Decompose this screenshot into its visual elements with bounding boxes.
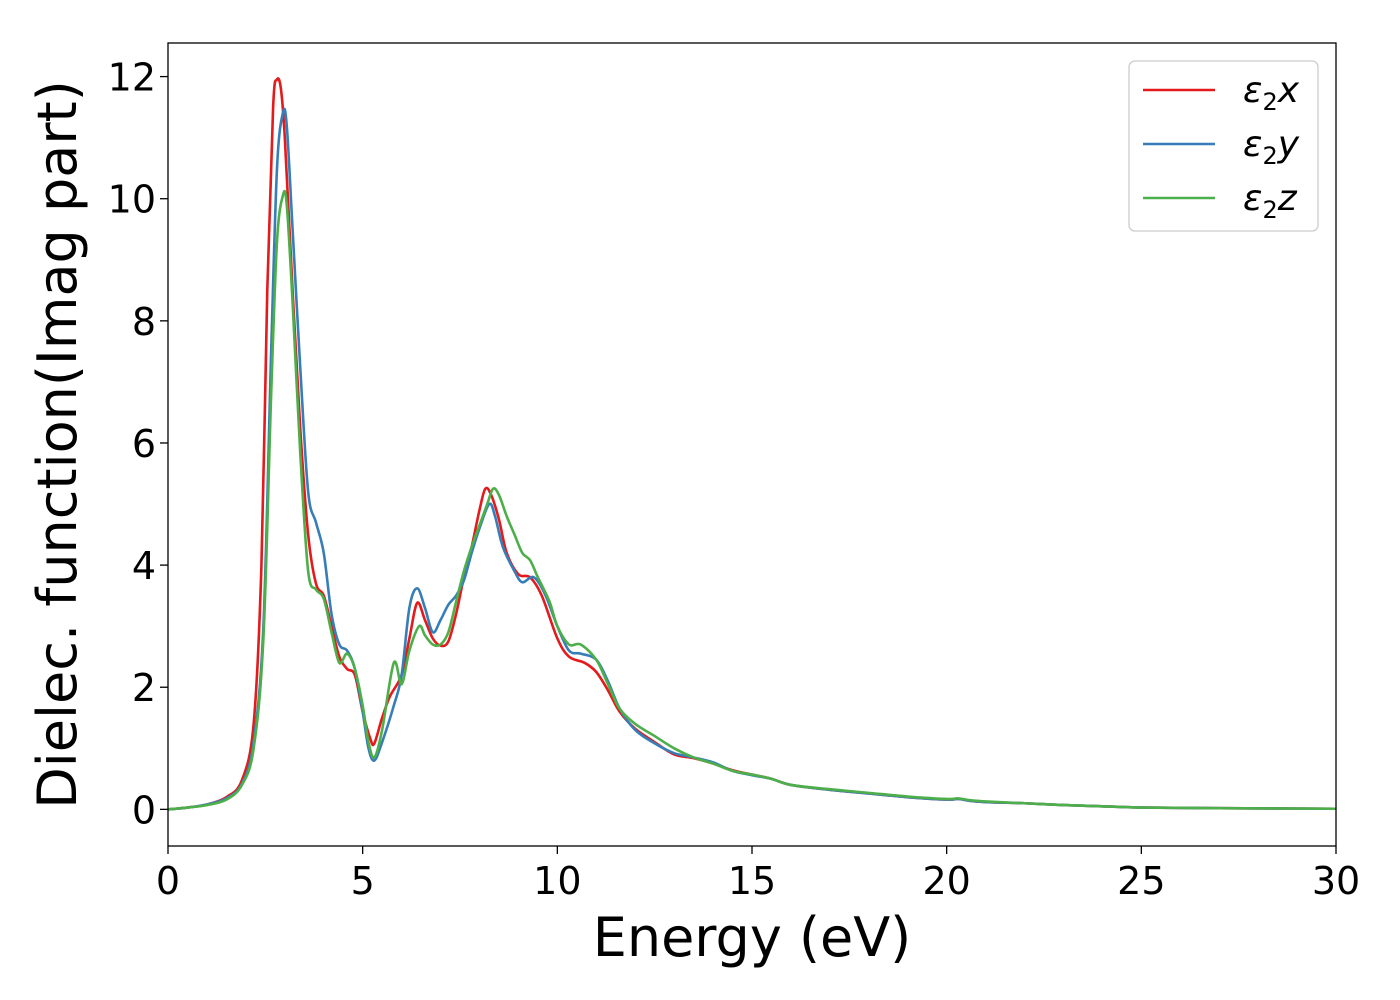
legend-label-x: ε2x bbox=[1243, 70, 1300, 116]
x-axis-ticks: 0 5 10 15 20 25 30 bbox=[156, 846, 1360, 903]
x-tick-label: 20 bbox=[922, 859, 970, 903]
x-tick-label: 15 bbox=[728, 859, 776, 903]
x-tick-label: 5 bbox=[351, 859, 375, 903]
x-tick-label: 10 bbox=[533, 859, 581, 903]
y-axis-ticks: 0 2 4 6 8 10 12 bbox=[108, 56, 168, 832]
x-tick-label: 25 bbox=[1117, 859, 1165, 903]
y-axis-label: Dielec. function(Imag part) bbox=[26, 80, 89, 809]
series-line-z bbox=[167, 189, 1337, 811]
x-axis-label: Energy (eV) bbox=[593, 906, 912, 969]
legend-box bbox=[1128, 60, 1319, 232]
legend-label-y: ε2y bbox=[1243, 124, 1300, 170]
y-tick-label: 2 bbox=[132, 666, 156, 710]
x-tick-label: 0 bbox=[156, 859, 180, 903]
y-tick-label: 0 bbox=[132, 788, 156, 832]
y-tick-label: 6 bbox=[132, 422, 156, 466]
y-tick-label: 12 bbox=[108, 56, 156, 100]
legend: ε2x ε2y ε2z bbox=[1128, 60, 1319, 232]
y-tick-label: 10 bbox=[108, 178, 156, 222]
y-tick-label: 8 bbox=[132, 300, 156, 344]
y-tick-label: 4 bbox=[132, 544, 156, 588]
x-tick-label: 30 bbox=[1312, 859, 1360, 903]
plot-series-group bbox=[167, 77, 1337, 811]
legend-label-z: ε2z bbox=[1243, 178, 1298, 224]
